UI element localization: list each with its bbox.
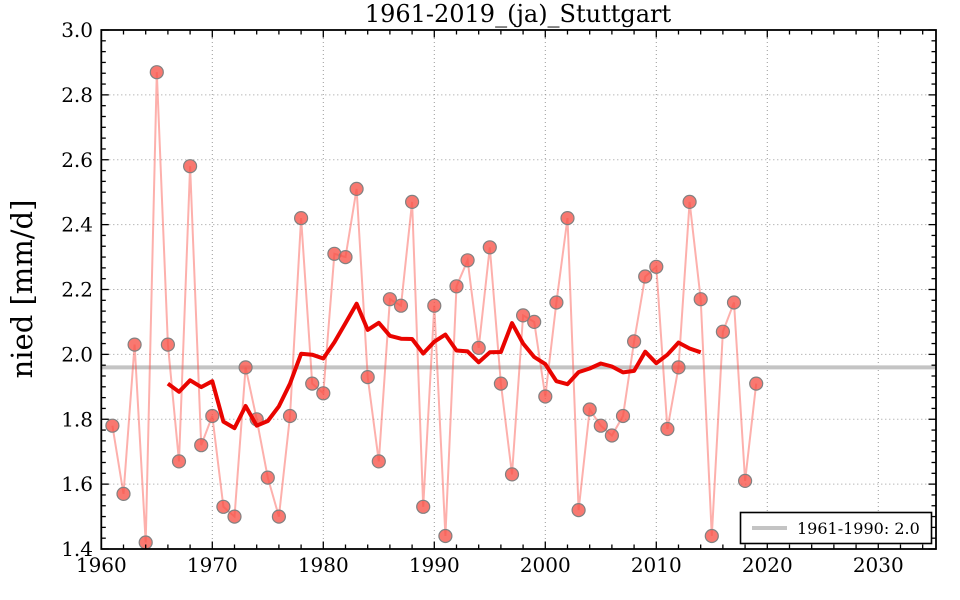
x-tick-label: 1990 bbox=[409, 553, 460, 577]
data-point bbox=[460, 253, 475, 268]
y-axis-label: nied [mm/d] bbox=[5, 200, 39, 379]
axes-and-ticks bbox=[100, 29, 937, 550]
y-tick-label: 1.6 bbox=[61, 472, 93, 496]
data-point bbox=[549, 295, 564, 310]
data-point bbox=[715, 324, 731, 339]
data-point bbox=[305, 376, 320, 391]
data-point bbox=[737, 473, 753, 488]
x-tick-label: 1980 bbox=[298, 553, 349, 577]
legend-label: 1961-1990: 2.0 bbox=[797, 519, 920, 538]
data-point bbox=[360, 370, 375, 385]
data-point bbox=[704, 528, 719, 544]
data-point bbox=[593, 418, 608, 433]
legend: 1961-1990: 2.0 bbox=[739, 511, 933, 545]
data-point bbox=[449, 279, 464, 294]
data-point bbox=[649, 259, 664, 274]
data-point bbox=[194, 438, 209, 453]
data-point bbox=[149, 65, 164, 80]
data-point bbox=[316, 386, 331, 401]
data-point bbox=[615, 408, 631, 424]
data-point bbox=[560, 211, 575, 226]
y-tick-label: 2.0 bbox=[61, 342, 93, 366]
data-point bbox=[527, 314, 542, 329]
y-tick-label: 2.4 bbox=[61, 213, 93, 237]
data-point bbox=[271, 509, 286, 524]
data-point bbox=[416, 499, 431, 514]
y-tick-label: 3.0 bbox=[61, 18, 93, 42]
data-point bbox=[626, 334, 642, 349]
data-point bbox=[660, 421, 675, 437]
x-tick-label: 1970 bbox=[187, 553, 238, 577]
data-point bbox=[538, 389, 553, 404]
data-point bbox=[749, 376, 764, 391]
data-point bbox=[116, 486, 131, 501]
data-point bbox=[582, 402, 597, 417]
data-point bbox=[515, 308, 531, 323]
data-point bbox=[405, 194, 420, 209]
data-point bbox=[260, 470, 275, 485]
data-point bbox=[393, 298, 409, 313]
y-tick-label: 2.8 bbox=[61, 83, 93, 107]
data-point bbox=[438, 528, 453, 544]
data-point bbox=[160, 337, 175, 352]
data-point bbox=[171, 454, 187, 469]
data-point bbox=[216, 499, 231, 514]
x-tick-label: 2030 bbox=[853, 553, 904, 577]
data-point bbox=[726, 295, 742, 310]
y-tick-label: 2.6 bbox=[61, 148, 93, 172]
y-tick-labels: 1.4 1.6 1.8 2.0 2.2 2.4 2.6 2.8 3.0 bbox=[61, 18, 93, 561]
y-tick-label: 1.4 bbox=[61, 537, 93, 561]
data-point bbox=[371, 454, 386, 469]
data-point bbox=[205, 408, 220, 424]
data-point bbox=[693, 292, 708, 307]
plot-border bbox=[100, 29, 937, 550]
chart-title: 1961-2019_(ja)_Stuttgart bbox=[365, 0, 672, 28]
data-point bbox=[682, 194, 697, 209]
data-point bbox=[282, 408, 298, 424]
x-tick-label: 2010 bbox=[631, 553, 682, 577]
x-tick-label: 2000 bbox=[520, 553, 571, 577]
x-tick-labels: 1960 1970 1980 1990 2000 2010 2020 2030 bbox=[76, 553, 904, 577]
data-point bbox=[638, 269, 653, 284]
data-point bbox=[382, 292, 397, 307]
data-point bbox=[127, 337, 142, 352]
data-point bbox=[227, 509, 242, 524]
data-point bbox=[482, 240, 497, 255]
data-point bbox=[338, 250, 353, 265]
x-tick-label: 2020 bbox=[742, 553, 793, 577]
x-tick-label: 1960 bbox=[76, 553, 127, 577]
data-series bbox=[105, 65, 764, 550]
data-point bbox=[604, 428, 620, 443]
data-point bbox=[427, 298, 442, 313]
data-point bbox=[183, 159, 198, 174]
data-point bbox=[349, 181, 364, 196]
data-point bbox=[571, 503, 586, 518]
data-point bbox=[471, 340, 486, 355]
running-mean-line bbox=[166, 301, 702, 431]
y-tick-label: 2.2 bbox=[61, 278, 93, 302]
data-point bbox=[671, 360, 686, 375]
data-point bbox=[504, 467, 520, 482]
gridlines bbox=[100, 29, 936, 550]
data-point bbox=[105, 418, 120, 433]
data-point bbox=[493, 376, 508, 391]
data-point bbox=[238, 360, 253, 375]
data-point bbox=[294, 211, 309, 226]
y-tick-label: 1.8 bbox=[61, 407, 93, 431]
